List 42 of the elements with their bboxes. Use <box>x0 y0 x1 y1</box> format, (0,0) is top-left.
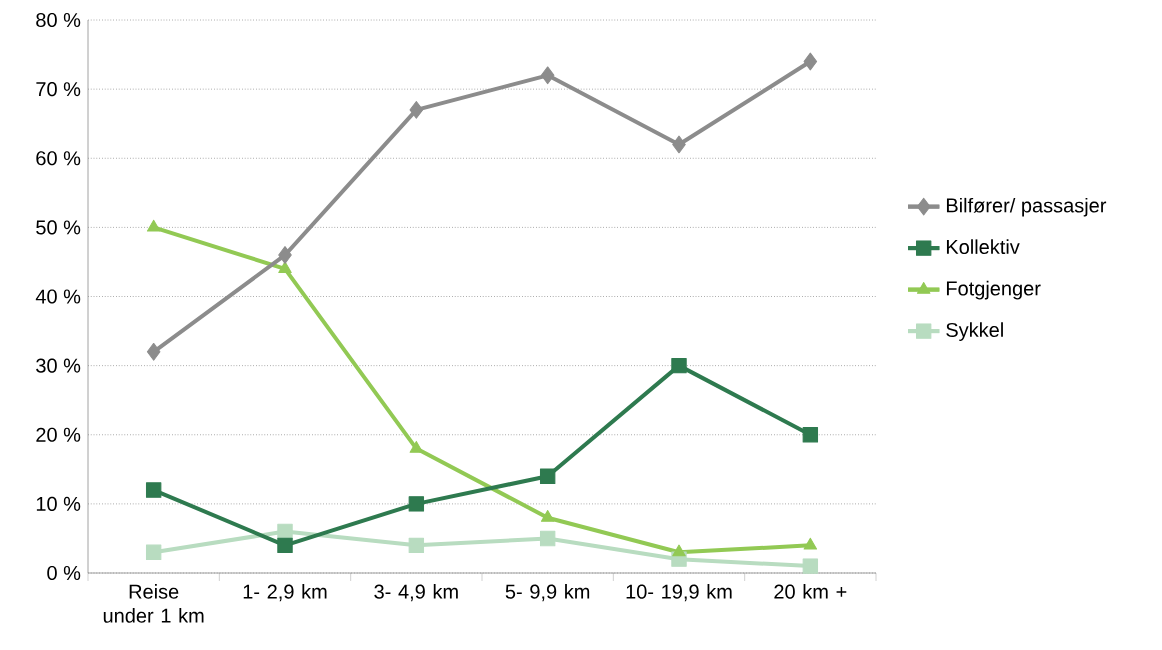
y-tick-label: 60 % <box>36 151 81 166</box>
y-tick-label: 0 % <box>47 565 81 581</box>
legend-label: Fotgjenger <box>946 280 1041 300</box>
point <box>672 544 686 557</box>
x-tick-label: 5- 9,9 km <box>505 584 590 602</box>
point <box>277 523 293 540</box>
point <box>802 558 819 574</box>
y-tick-label: 20 % <box>36 427 81 442</box>
point <box>539 530 556 547</box>
x-tick-label: Reise under 1 km <box>103 584 204 623</box>
y-tick-label: 70 % <box>36 82 81 97</box>
point <box>802 427 819 443</box>
legend-label: Sykkel <box>946 322 1003 341</box>
point <box>408 537 425 554</box>
legend-label: Kollektiv <box>946 239 1020 255</box>
y-tick-label: 40 % <box>35 289 81 304</box>
point <box>409 440 424 453</box>
point <box>540 510 555 522</box>
legend-label: Bilfører/ passasjer <box>946 197 1107 217</box>
point <box>277 537 293 554</box>
y-tick-label: 50 % <box>36 220 81 235</box>
point <box>145 544 162 560</box>
x-tick-label: 3- 4,9 km <box>374 584 458 602</box>
point <box>145 482 162 498</box>
x-tick-label: 20 km + <box>774 584 847 599</box>
point <box>540 66 555 85</box>
y-tick-label: 80 % <box>36 12 81 28</box>
point <box>803 537 818 550</box>
point <box>539 468 556 484</box>
x-tick-label: 1- 2,9 km <box>243 584 327 602</box>
y-tick-label: 10 % <box>36 496 81 511</box>
point <box>278 261 292 273</box>
point <box>278 246 292 264</box>
point <box>409 100 424 119</box>
point <box>408 496 425 512</box>
point <box>146 342 161 361</box>
x-tick-label: 10- 19,9 km <box>626 584 732 602</box>
point <box>803 52 818 71</box>
y-tick-label: 30 % <box>36 358 81 373</box>
point <box>146 219 161 232</box>
point <box>672 135 686 154</box>
point <box>671 357 687 374</box>
